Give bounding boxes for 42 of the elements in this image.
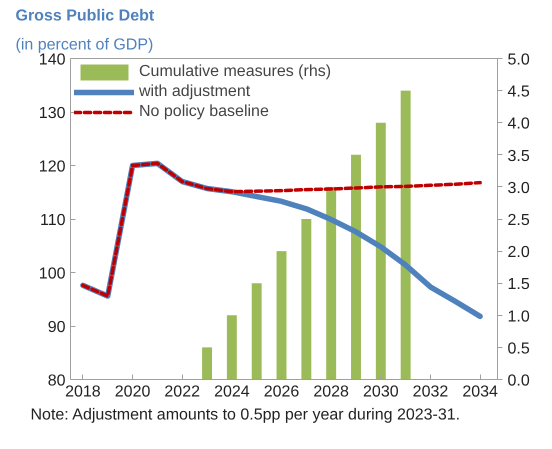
y2-tick-label: 5.0	[508, 52, 530, 68]
x-tick-label: 2018	[65, 384, 101, 400]
legend-label: Cumulative measures (rhs)	[139, 63, 332, 81]
y-tick-label: 90	[48, 319, 66, 336]
y2-tick-label: 4.5	[508, 84, 530, 101]
y2-tick-label: 0.5	[508, 340, 530, 358]
bar	[202, 347, 212, 380]
y2-tick-label: 2.0	[508, 244, 530, 262]
x-tick-label: 2024	[214, 384, 250, 400]
bar	[252, 283, 262, 380]
x-tick-label: 2022	[164, 384, 200, 400]
x-tick-label: 2028	[313, 384, 350, 400]
y2-tick-label: 1.5	[508, 276, 530, 294]
x-tick-label: 2030	[363, 384, 399, 400]
x-tick-label: 2020	[114, 384, 150, 400]
bar	[400, 90, 411, 380]
bar	[351, 154, 361, 380]
y-tick-label: 110	[40, 212, 66, 229]
legend-label: with adjustment	[139, 83, 250, 101]
chart-subtitle: (in percent of GDP)	[16, 36, 154, 54]
y-tick-label: 140	[38, 52, 66, 68]
y-tick-label: 100	[38, 266, 66, 282]
y-tick-label: 80	[48, 372, 66, 390]
bar	[326, 186, 336, 380]
y2-tick-label: 0.0	[508, 372, 530, 390]
text: Note: Adjustment amounts to 0.5pp per year during 2023-31.	[30, 406, 460, 424]
y2-tick-label: 4.0	[508, 116, 530, 133]
y2-tick-label: 3.0	[508, 180, 530, 197]
bar	[376, 122, 386, 380]
bar	[226, 315, 237, 380]
y-tick-label: 120	[38, 158, 66, 176]
y-tick-label: 130	[38, 105, 66, 122]
bar	[301, 219, 312, 380]
bar	[276, 251, 286, 380]
y2-tick-label: 1.0	[508, 308, 530, 326]
x-tick-label: 2034	[462, 384, 498, 400]
chart-title: Gross Public Debt	[16, 8, 155, 24]
x-tick-label: 2032	[412, 384, 448, 400]
y2-tick-label: 2.5	[508, 212, 530, 229]
legend-label: No policy baseline	[139, 103, 269, 121]
y2-tick-label: 3.5	[508, 148, 530, 165]
x-tick-label: 2026	[264, 384, 300, 400]
